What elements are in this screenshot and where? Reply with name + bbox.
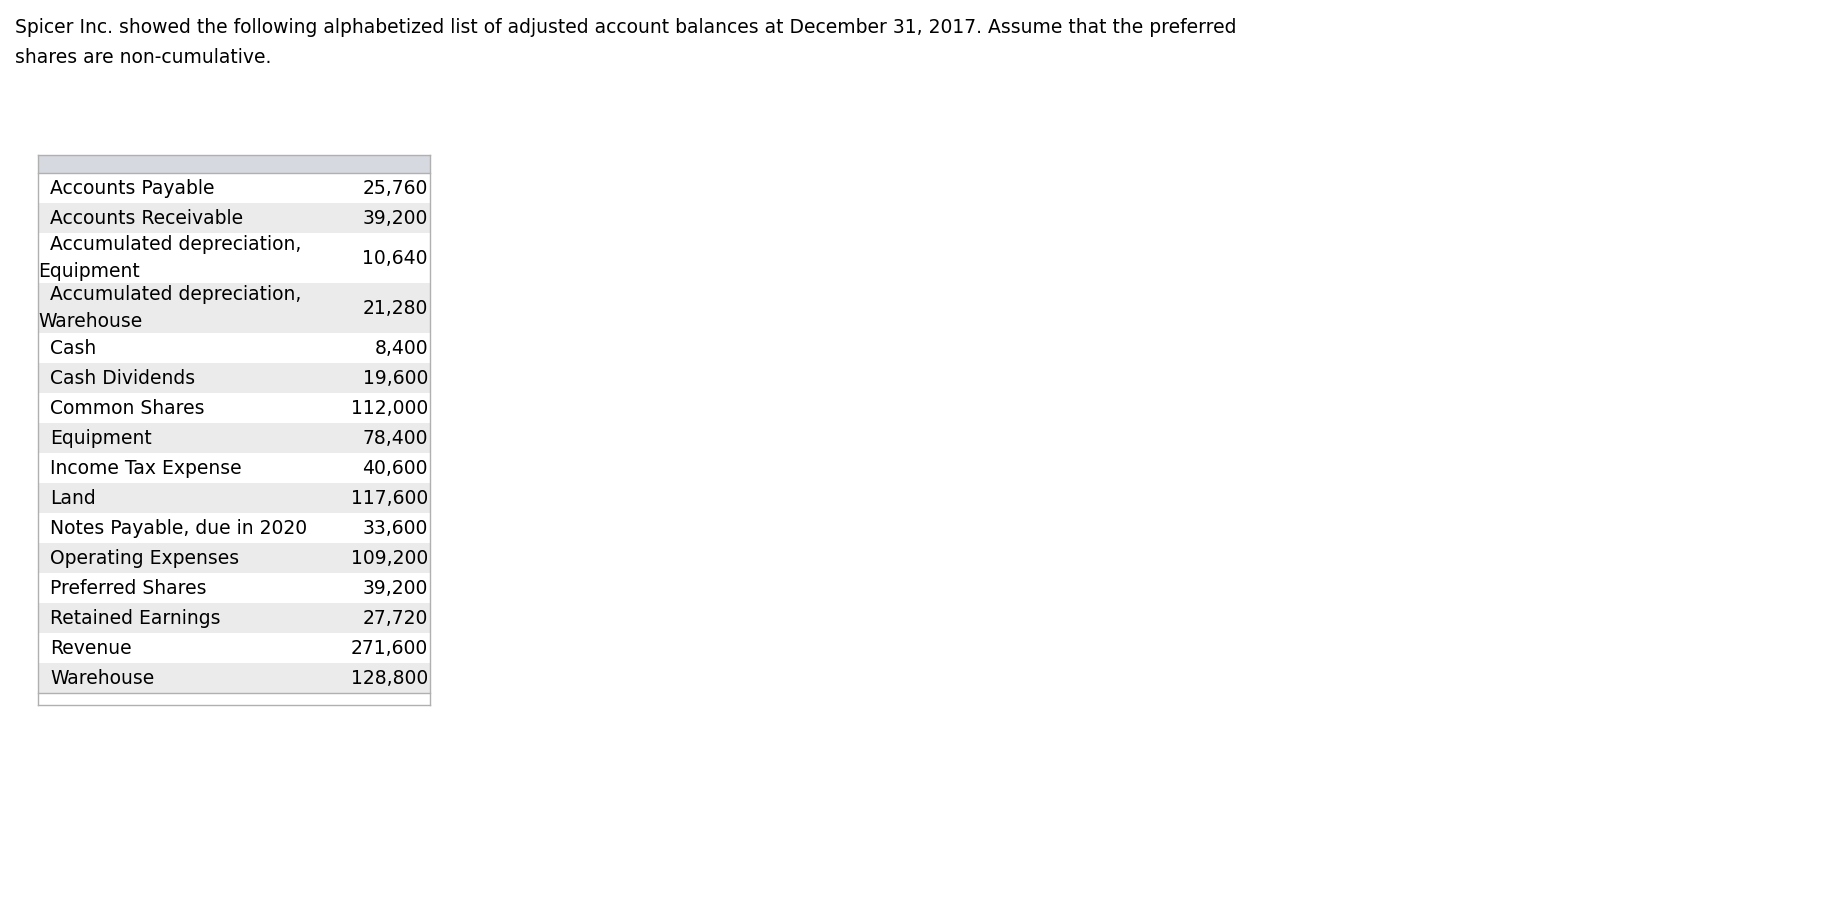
Bar (39, 363, 431, 393)
Bar (39, 603, 431, 633)
Bar (39, 663, 431, 693)
Text: 8,400: 8,400 (375, 338, 429, 357)
Bar (39, 453, 431, 483)
Text: Equipment: Equipment (50, 429, 152, 448)
Text: Common Shares: Common Shares (50, 399, 205, 418)
Text: 78,400: 78,400 (362, 429, 429, 448)
Text: Equipment: Equipment (39, 262, 140, 281)
Text: Accumulated depreciation,: Accumulated depreciation, (50, 235, 301, 254)
Text: Notes Payable, due in 2020: Notes Payable, due in 2020 (50, 518, 307, 537)
Bar (39, 423, 431, 453)
Text: shares are non-cumulative.: shares are non-cumulative. (15, 48, 272, 67)
Bar (39, 283, 431, 333)
Bar (39, 393, 431, 423)
Text: Operating Expenses: Operating Expenses (50, 548, 238, 568)
Text: Income Tax Expense: Income Tax Expense (50, 459, 242, 477)
Text: 33,600: 33,600 (362, 518, 429, 537)
Bar (39, 483, 431, 513)
Text: 25,760: 25,760 (362, 178, 429, 197)
Text: 10,640: 10,640 (362, 249, 429, 268)
Text: Warehouse: Warehouse (50, 668, 153, 687)
Bar (39, 633, 431, 663)
Text: Accounts Receivable: Accounts Receivable (50, 208, 244, 228)
Bar (39, 233, 431, 283)
Text: Revenue: Revenue (50, 639, 131, 657)
Text: 109,200: 109,200 (351, 548, 429, 568)
Text: 39,200: 39,200 (362, 208, 429, 228)
Bar (39, 173, 431, 203)
Text: Land: Land (50, 488, 96, 507)
Bar (39, 543, 431, 573)
Text: Spicer Inc. showed the following alphabetized list of adjusted account balances : Spicer Inc. showed the following alphabe… (15, 18, 1236, 37)
Bar (39, 203, 431, 233)
Text: 117,600: 117,600 (351, 488, 429, 507)
Text: 112,000: 112,000 (351, 399, 429, 418)
Text: Cash Dividends: Cash Dividends (50, 368, 196, 388)
Bar (39, 155, 431, 173)
Bar (39, 573, 431, 603)
Text: Accumulated depreciation,: Accumulated depreciation, (50, 285, 301, 304)
Text: Warehouse: Warehouse (39, 312, 142, 331)
Bar (39, 333, 431, 363)
Text: 128,800: 128,800 (351, 668, 429, 687)
Text: Accounts Payable: Accounts Payable (50, 178, 214, 197)
Text: 39,200: 39,200 (362, 579, 429, 598)
Text: Retained Earnings: Retained Earnings (50, 609, 220, 628)
Text: 27,720: 27,720 (362, 609, 429, 628)
Text: Preferred Shares: Preferred Shares (50, 579, 207, 598)
Text: Cash: Cash (50, 338, 96, 357)
Bar (39, 513, 431, 543)
Text: 19,600: 19,600 (362, 368, 429, 388)
Text: 40,600: 40,600 (362, 459, 429, 477)
Text: 271,600: 271,600 (351, 639, 429, 657)
Text: 21,280: 21,280 (362, 299, 429, 317)
